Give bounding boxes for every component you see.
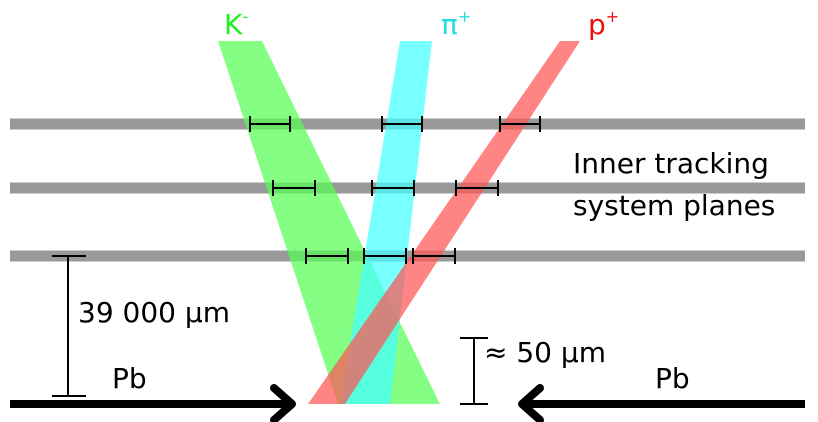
detector-label-line1: Inner tracking <box>573 147 769 180</box>
hit-marker <box>272 180 316 196</box>
hit-marker <box>249 116 291 132</box>
hit-marker <box>305 248 349 264</box>
kaon-label: K- <box>224 7 248 41</box>
hit-marker <box>499 116 541 132</box>
hit-markers <box>249 116 541 264</box>
particle-tracks <box>218 41 580 404</box>
proton-track-band <box>308 41 580 404</box>
pion-label: π+ <box>441 7 471 41</box>
vertex-separation-marker <box>460 337 488 405</box>
vertex-separation-label: ≈ 50 µm <box>484 336 606 369</box>
plane-separation-label: 39 000 µm <box>78 296 230 329</box>
hit-marker <box>371 180 415 196</box>
proton-label: p+ <box>588 7 619 41</box>
right-beam-arrow <box>518 384 805 422</box>
hit-marker <box>412 248 456 264</box>
hit-marker <box>455 180 499 196</box>
hit-marker <box>363 248 407 264</box>
left-beam-label: Pb <box>112 362 147 395</box>
pion-track-band <box>340 41 432 404</box>
right-beam-label: Pb <box>655 362 690 395</box>
left-beam-arrow <box>10 384 296 422</box>
detector-label-line2: system planes <box>573 189 775 222</box>
hit-marker <box>381 116 423 132</box>
plane-separation-marker <box>52 255 86 397</box>
